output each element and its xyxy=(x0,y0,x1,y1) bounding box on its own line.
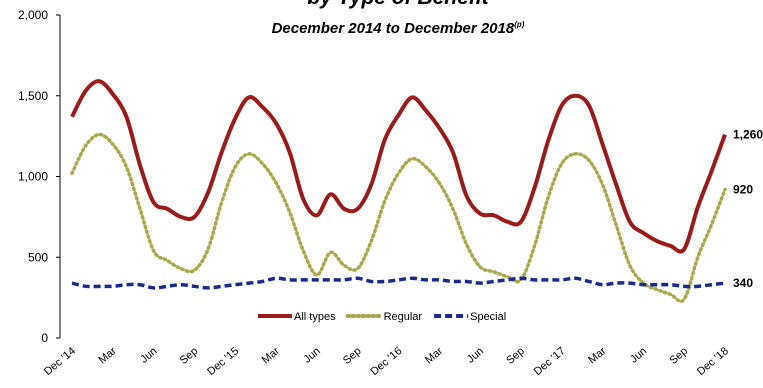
legend-label: Regular xyxy=(384,311,423,323)
legend: All types Regular Special xyxy=(258,311,506,323)
x-tick-label: Dec '14 xyxy=(42,345,78,378)
x-tick-label: Mar xyxy=(586,345,608,367)
x-tick-label: Jun xyxy=(301,345,322,366)
value-label: 1,260 xyxy=(733,128,763,142)
series-line xyxy=(71,276,726,290)
y-tick-label: 0 xyxy=(41,331,48,345)
x-tick-label: Mar xyxy=(423,345,445,367)
series-line xyxy=(70,132,727,304)
y-tick-label: 1,000 xyxy=(18,170,48,184)
x-tick-label: Dec '17 xyxy=(532,345,568,378)
value-label: 920 xyxy=(733,182,753,196)
x-tick-label: Sep xyxy=(341,345,364,367)
legend-label: Special xyxy=(470,311,506,323)
x-tick-label: Dec '18 xyxy=(695,345,731,378)
legend-label: All types xyxy=(294,311,336,323)
x-tick-label: Jun xyxy=(628,345,649,366)
x-tick-label: Mar xyxy=(97,345,119,367)
chart-title: by Type of Benefit xyxy=(307,0,489,9)
x-tick-label: Sep xyxy=(667,345,690,367)
x-tick-label: Dec '15 xyxy=(205,345,241,378)
x-tick-label: Sep xyxy=(504,345,527,367)
x-tick-label: Dec '16 xyxy=(368,345,404,378)
subtitle-text: December 2014 to December 2018 xyxy=(272,20,515,37)
x-tick-label: Jun xyxy=(138,345,159,366)
x-tick-label: Sep xyxy=(178,345,201,367)
subtitle-note: (p) xyxy=(514,20,525,29)
y-tick-label: 1,500 xyxy=(18,89,48,103)
x-tick-label: Mar xyxy=(260,345,282,367)
x-tick-label: Jun xyxy=(465,345,486,366)
series-line xyxy=(70,79,727,254)
y-tick-label: 2,000 xyxy=(18,8,48,22)
chart-subtitle: December 2014 to December 2018(p) xyxy=(272,20,525,37)
value-label: 340 xyxy=(733,276,753,290)
y-tick-label: 500 xyxy=(28,250,48,264)
